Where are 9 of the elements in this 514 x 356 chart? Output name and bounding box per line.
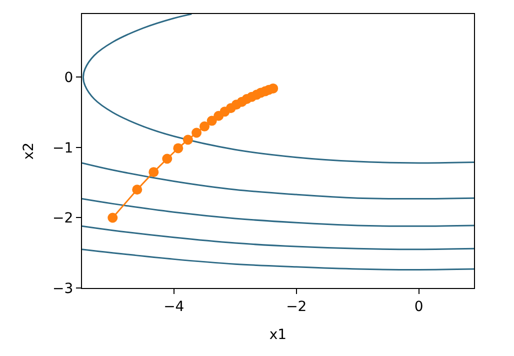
y-tick-label: −3 xyxy=(52,280,74,297)
x-tick-label: −4 xyxy=(164,298,184,315)
y-tick-label: −1 xyxy=(52,140,74,156)
x-axis-title: x1 xyxy=(269,327,287,344)
y-tick-label: 0 xyxy=(64,70,74,86)
x-tick-label: −2 xyxy=(286,298,307,315)
y-tick-label: −2 xyxy=(52,210,74,227)
y-axis-title: x2 xyxy=(21,142,38,160)
x-tick-label: 0 xyxy=(414,298,424,315)
